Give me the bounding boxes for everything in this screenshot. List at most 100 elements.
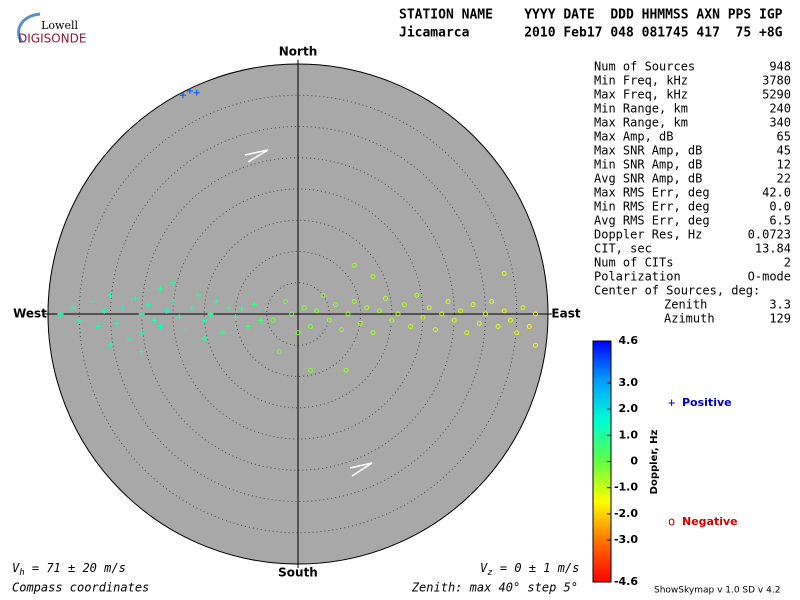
stat-label: Azimuth [664, 312, 715, 326]
source-point [408, 324, 413, 329]
source-point [464, 330, 470, 336]
footer-left: Compass coordinates [12, 581, 149, 595]
stat-label: Min RMS Err, deg [594, 200, 710, 214]
legend-marker: + [668, 396, 675, 410]
source-point [138, 311, 145, 317]
stat-label: Num of Sources [594, 60, 695, 74]
source-point [138, 329, 145, 336]
source-point [163, 307, 170, 314]
source-point [520, 305, 526, 311]
source-point [395, 311, 401, 317]
stat-value: 129 [769, 312, 791, 326]
source-point [182, 326, 189, 333]
source-point [483, 311, 488, 317]
stat-label: CIT, sec [594, 242, 652, 256]
direction-label: North [279, 45, 317, 59]
stat-value: 2 [784, 256, 791, 270]
source-point [57, 311, 64, 317]
stat-heading: Center of Sources, deg: [594, 284, 760, 298]
stat-label: Polarization [594, 270, 681, 284]
source-point [226, 304, 233, 311]
source-point [157, 286, 164, 292]
colorbar-tick-label: 4.6 [619, 334, 639, 347]
source-point [76, 317, 83, 324]
stat-value: 22 [777, 172, 791, 186]
source-point [283, 299, 288, 304]
source-point [439, 311, 445, 317]
colorbar-tick-label: 3.0 [619, 376, 639, 389]
source-point [238, 306, 245, 312]
source-point [345, 311, 351, 317]
footer-zenith: Zenith: max 40° step 5° [411, 581, 578, 595]
colorbar-tick-label: 1.0 [619, 428, 639, 441]
source-point [489, 299, 495, 304]
colorbar-tick-label: -1.0 [614, 481, 638, 494]
source-point [170, 298, 176, 305]
source-point [508, 317, 513, 323]
source-point [501, 308, 507, 314]
source-point [107, 292, 114, 299]
source-point [232, 314, 239, 321]
source-point [376, 308, 382, 314]
source-point [470, 302, 476, 308]
stat-value: 13.84 [755, 242, 791, 256]
source-point [370, 330, 376, 336]
source-point [201, 317, 208, 324]
source-point [132, 295, 139, 302]
source-point [70, 304, 76, 311]
legend-entry: Negative [682, 515, 738, 528]
stat-value: 340 [769, 116, 791, 130]
source-point [401, 302, 407, 308]
source-point [301, 305, 307, 311]
logo-swoosh [17, 12, 41, 43]
source-point [533, 342, 538, 348]
source-point [308, 324, 313, 329]
source-point [201, 336, 208, 342]
stat-value: 65 [777, 130, 791, 144]
stat-label: Max RMS Err, deg [594, 186, 710, 200]
source-point [370, 274, 376, 279]
stat-label: Max Amp, dB [594, 130, 673, 144]
stat-label: Max Freq, kHz [594, 88, 688, 102]
source-point [495, 324, 501, 329]
source-point [88, 298, 95, 305]
stat-value: 3780 [762, 74, 791, 88]
source-point [186, 87, 193, 94]
beam-marker [244, 149, 269, 163]
direction-label: West [13, 307, 47, 321]
source-point [95, 323, 101, 330]
source-point [151, 317, 158, 324]
stat-value: 948 [769, 60, 791, 74]
source-point [270, 317, 276, 323]
source-point [533, 311, 538, 317]
source-point [433, 327, 438, 333]
logo-top: Lowell [41, 19, 78, 32]
source-point [107, 342, 114, 349]
colorbar-tick-label: 2.0 [619, 402, 639, 415]
header-line: Jicamarca 2010 Feb17 048 081745 417 75 +… [399, 26, 783, 41]
source-point [180, 92, 186, 99]
source-point [193, 89, 200, 96]
source-point [320, 292, 326, 298]
source-point [526, 324, 532, 329]
legend-marker: o [668, 515, 675, 529]
stat-label: Avg SNR Amp, dB [594, 172, 702, 186]
source-point [426, 305, 432, 311]
subscript: h [19, 568, 24, 578]
velocity-h: Vh = 71 ± 20 m/s [12, 561, 126, 578]
source-point [445, 299, 451, 304]
source-point [295, 330, 301, 336]
version: ShowSkymap v 1.0 SD v 4.2 [654, 586, 780, 596]
source-point [389, 317, 395, 323]
source-point [514, 330, 520, 336]
source-point [364, 305, 370, 311]
source-point [251, 301, 258, 308]
source-point [176, 314, 183, 321]
source-point [207, 311, 214, 317]
source-point [145, 301, 151, 308]
header-line: STATION NAME YYYY DATE DDD HHMMSS AXN PP… [399, 8, 783, 23]
source-point [195, 292, 201, 299]
colorbar-tick-label: -2.0 [614, 507, 638, 520]
source-point [326, 317, 332, 323]
